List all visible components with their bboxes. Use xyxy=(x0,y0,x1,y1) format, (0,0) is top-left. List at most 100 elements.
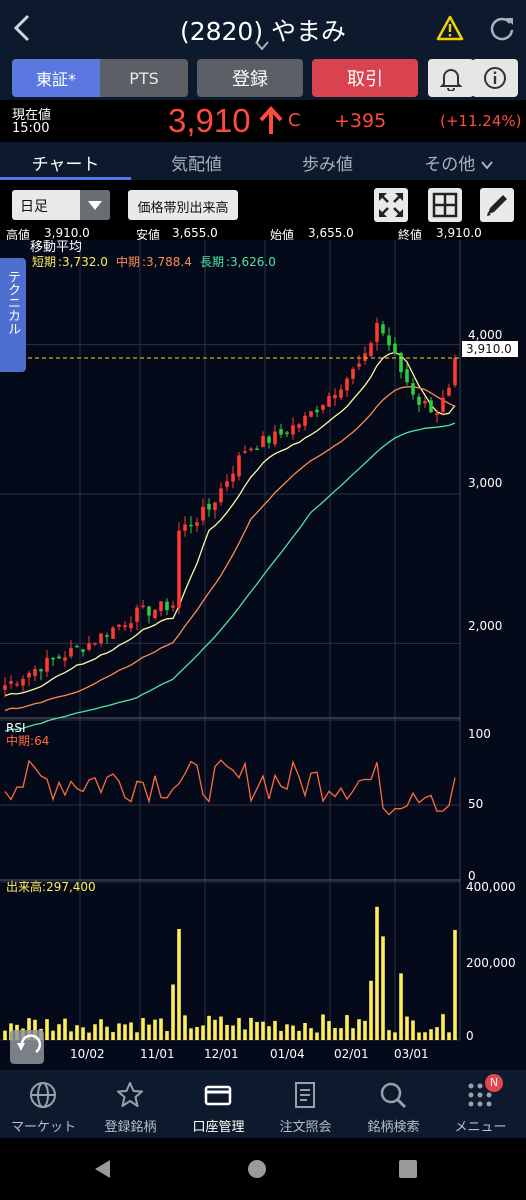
nav-watchlist[interactable]: 登録銘柄 xyxy=(87,1070,174,1138)
candle-body xyxy=(255,448,259,450)
nav-market-label: マーケット xyxy=(10,1120,76,1135)
volume-bar xyxy=(27,1018,31,1040)
volume-bar xyxy=(45,1019,49,1040)
candle-body xyxy=(351,369,355,379)
tab-quotes[interactable]: 気配値 xyxy=(171,155,222,175)
chevron-down-icon[interactable] xyxy=(254,40,270,52)
candle-body xyxy=(285,432,289,435)
system-home-icon[interactable] xyxy=(246,1158,268,1180)
volume-bars xyxy=(3,906,457,1040)
notification-badge: N xyxy=(485,1074,503,1092)
tab-ticks[interactable]: 歩み値 xyxy=(302,155,353,175)
candle-body xyxy=(21,678,25,686)
candle-body xyxy=(363,353,367,361)
candle-body xyxy=(387,335,391,346)
ma-long-value: :3,626.0 xyxy=(226,255,276,269)
nav-search[interactable]: 銘柄検索 xyxy=(350,1070,437,1138)
volume-bar xyxy=(453,929,457,1040)
volume-bar xyxy=(75,1025,79,1040)
volume-bar xyxy=(81,1027,85,1040)
quote-time: 15:00 xyxy=(12,121,50,136)
volume-bar xyxy=(441,1014,445,1040)
back-arrow-icon[interactable] xyxy=(10,12,34,44)
fullscreen-button[interactable] xyxy=(374,188,408,222)
tab-chart[interactable]: チャート xyxy=(31,155,100,175)
candle-body xyxy=(9,681,13,684)
market-tse-button[interactable]: 東証* xyxy=(12,59,100,97)
nav-menu[interactable]: N メニュー xyxy=(437,1070,524,1138)
candle-body xyxy=(321,405,325,410)
candle-body xyxy=(159,601,163,611)
close-value: 3,910.0 xyxy=(436,226,482,240)
volume-bar xyxy=(339,1028,343,1040)
volume-bar xyxy=(255,1022,259,1040)
candle-body xyxy=(81,649,85,652)
document-icon xyxy=(295,1082,315,1108)
stock-title[interactable]: (2820) やまみ xyxy=(179,17,347,46)
volume-bar xyxy=(189,1028,193,1040)
bottom-nav: マーケット 登録銘柄 口座管理 注文照会 銘柄検索 xyxy=(0,1070,526,1138)
reload-icon[interactable] xyxy=(488,14,516,42)
draw-button[interactable] xyxy=(480,188,514,222)
undo-icon[interactable] xyxy=(10,1030,44,1064)
ma-short-line xyxy=(4,351,456,697)
technical-side-tab[interactable]: テクニカル xyxy=(0,258,26,372)
alert-button[interactable] xyxy=(428,59,474,97)
nav-orders[interactable]: 注文照会 xyxy=(262,1070,349,1138)
price-tick-4000: 4,000 xyxy=(468,328,502,342)
info-button[interactable] xyxy=(472,59,518,97)
candle-body xyxy=(27,672,31,678)
volume-bar xyxy=(285,1024,289,1040)
period-select[interactable]: 日足 xyxy=(12,190,110,220)
candle-body xyxy=(207,503,211,510)
candle-body xyxy=(345,378,349,391)
candle-body xyxy=(315,409,319,413)
volume-profile-button[interactable]: 価格帯別出来高 xyxy=(128,190,238,220)
volume-bar xyxy=(363,1020,367,1040)
candle-body xyxy=(93,643,97,645)
price-change-pct: (+11.24%) xyxy=(440,112,522,130)
trade-button[interactable]: 取引 xyxy=(312,59,418,97)
rsi-tick-50: 50 xyxy=(468,797,483,811)
open-value: 3,655.0 xyxy=(308,226,354,240)
chart-area[interactable]: 移動平均 短期 :3,732.0 中期 :3,788.4 長期 :3,626.0… xyxy=(0,240,526,1070)
system-back-icon[interactable] xyxy=(92,1158,112,1180)
candle-body xyxy=(405,369,409,383)
volume-bar xyxy=(291,1025,295,1040)
market-pts-button[interactable]: PTS xyxy=(100,59,188,97)
volume-bar xyxy=(357,1019,361,1040)
candle-body xyxy=(165,601,169,611)
tab-other[interactable]: その他 xyxy=(393,150,524,175)
volume-bar xyxy=(327,1021,331,1040)
star-icon xyxy=(117,1082,143,1107)
volume-bar xyxy=(369,980,373,1040)
system-nav-bar xyxy=(0,1138,526,1200)
system-recents-icon[interactable] xyxy=(398,1159,418,1179)
volume-bar xyxy=(153,1019,157,1040)
register-button[interactable]: 登録 xyxy=(197,59,303,97)
volume-bar xyxy=(297,1030,301,1040)
x-label-0104: 01/04 xyxy=(270,1047,305,1061)
tab-other-label: その他 xyxy=(424,155,476,175)
volume-bar xyxy=(345,1015,349,1040)
volume-bar xyxy=(69,1031,73,1040)
nav-account-label: 口座管理 xyxy=(192,1120,245,1135)
candle-body xyxy=(135,607,139,622)
volume-bar xyxy=(249,1017,253,1040)
nav-account[interactable]: 口座管理 xyxy=(175,1070,262,1138)
ma-mid-value: :3,788.4 xyxy=(142,255,192,269)
chart-toolbar: 日足 価格帯別出来高 xyxy=(0,180,526,226)
tab-bar: チャート 気配値 歩み値 その他 xyxy=(0,142,526,180)
layout-button[interactable] xyxy=(428,188,462,222)
candle-body xyxy=(183,524,187,531)
volume-bar xyxy=(279,1030,283,1040)
x-label-1101: 11/01 xyxy=(140,1047,175,1061)
candle-body xyxy=(357,363,361,367)
grid-layout-icon xyxy=(432,192,458,218)
warning-icon[interactable] xyxy=(436,14,464,42)
volume-bar xyxy=(213,1019,217,1040)
candle-body xyxy=(441,397,445,412)
volume-bar xyxy=(63,1018,67,1040)
volume-bar xyxy=(171,984,175,1040)
nav-market[interactable]: マーケット xyxy=(0,1070,87,1138)
